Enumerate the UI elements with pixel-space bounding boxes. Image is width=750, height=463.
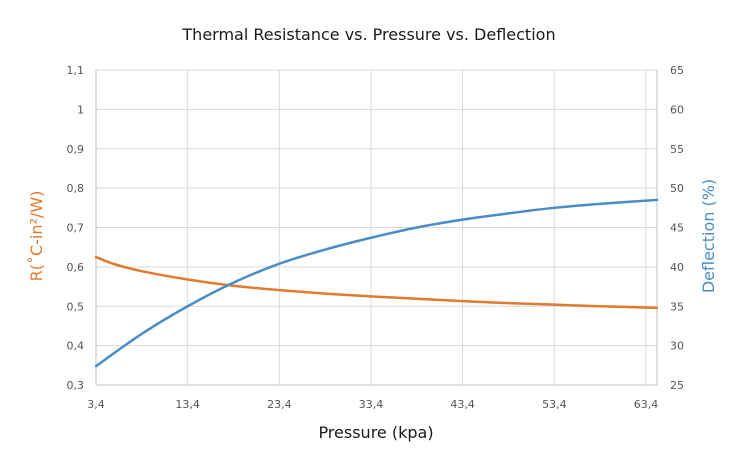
x-tick-label: 13,4 [175,398,200,411]
series-lines [94,198,659,368]
y-left-tick-label: 0,9 [67,143,85,156]
y-axis-label-right: Deflection (%) [699,179,718,293]
x-tick-label: 53,4 [542,398,567,411]
y-left-tick-label: 0,5 [67,300,85,313]
chart-title: Thermal Resistance vs. Pressure vs. Defl… [181,25,555,44]
y-left-tick-label: 1,1 [67,64,85,77]
y-right-tick-label: 50 [670,182,684,195]
y-left-tick-label: 0,4 [67,340,85,353]
y-left-tick-label: 0,3 [67,379,85,392]
y-right-tick-label: 30 [670,340,684,353]
y-left-tick-label: 0,7 [67,222,85,235]
x-tick-label: 3,4 [87,398,105,411]
y-axis-label-left: R(˚C-in²/W) [27,191,46,282]
y-right-tick-label: 40 [670,261,684,274]
tick-labels: 3,4 13,4 23,4 33,4 43,4 53,4 63,4 0,3 0,4 0,5 0,6 0… [67,64,685,411]
y-right-tick-label: 45 [670,222,684,235]
y-right-tick-label: 60 [670,103,684,116]
x-tick-label: 43,4 [450,398,475,411]
deflection-series-line [94,198,659,368]
resistance-series-line [94,255,659,310]
y-left-tick-label: 0,8 [67,182,85,195]
x-tick-label: 23,4 [267,398,292,411]
y-left-tick-label: 1 [77,103,84,116]
y-right-tick-label: 25 [670,379,684,392]
x-axis-label: Pressure (kpa) [318,423,433,442]
x-tick-label: 63,4 [634,398,659,411]
y-left-tick-label: 0,6 [67,261,85,274]
y-right-tick-label: 55 [670,143,684,156]
grid [95,69,658,386]
x-tick-label: 33,4 [359,398,384,411]
y-right-tick-label: 65 [670,64,684,77]
y-right-tick-label: 35 [670,300,684,313]
